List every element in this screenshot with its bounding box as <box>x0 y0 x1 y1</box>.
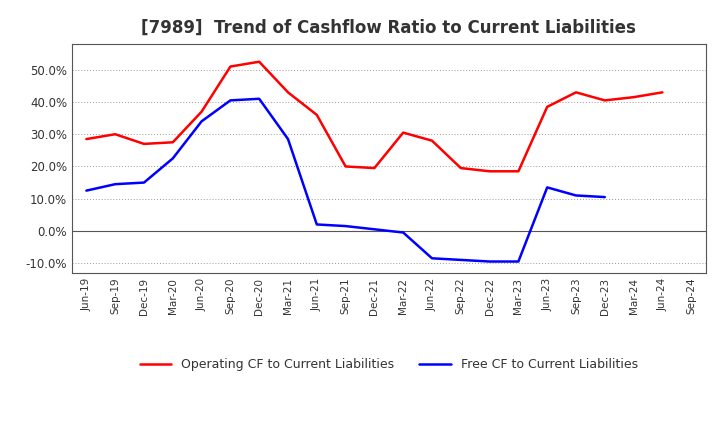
Free CF to Current Liabilities <box>255 96 264 102</box>
Line: Operating CF to Current Liabilities: Operating CF to Current Liabilities <box>86 62 662 171</box>
Operating CF to Current Liabilities <box>514 169 523 174</box>
Operating CF to Current Liabilities <box>428 138 436 143</box>
Operating CF to Current Liabilities <box>456 165 465 171</box>
Operating CF to Current Liabilities <box>370 165 379 171</box>
Operating CF to Current Liabilities <box>226 64 235 69</box>
Operating CF to Current Liabilities <box>658 90 667 95</box>
Operating CF to Current Liabilities <box>197 109 206 114</box>
Operating CF to Current Liabilities <box>341 164 350 169</box>
Free CF to Current Liabilities <box>370 227 379 232</box>
Operating CF to Current Liabilities <box>399 130 408 135</box>
Free CF to Current Liabilities <box>341 224 350 229</box>
Operating CF to Current Liabilities <box>168 139 177 145</box>
Free CF to Current Liabilities <box>284 136 292 142</box>
Operating CF to Current Liabilities <box>111 132 120 137</box>
Free CF to Current Liabilities <box>485 259 494 264</box>
Operating CF to Current Liabilities <box>140 141 148 147</box>
Free CF to Current Liabilities <box>456 257 465 263</box>
Operating CF to Current Liabilities <box>284 90 292 95</box>
Operating CF to Current Liabilities <box>543 104 552 110</box>
Free CF to Current Liabilities <box>312 222 321 227</box>
Operating CF to Current Liabilities <box>82 136 91 142</box>
Free CF to Current Liabilities <box>399 230 408 235</box>
Operating CF to Current Liabilities <box>485 169 494 174</box>
Legend: Operating CF to Current Liabilities, Free CF to Current Liabilities: Operating CF to Current Liabilities, Fre… <box>135 353 643 376</box>
Line: Free CF to Current Liabilities: Free CF to Current Liabilities <box>86 99 605 261</box>
Free CF to Current Liabilities <box>572 193 580 198</box>
Free CF to Current Liabilities <box>226 98 235 103</box>
Operating CF to Current Liabilities <box>600 98 609 103</box>
Operating CF to Current Liabilities <box>629 95 638 100</box>
Free CF to Current Liabilities <box>428 256 436 261</box>
Free CF to Current Liabilities <box>140 180 148 185</box>
Operating CF to Current Liabilities <box>255 59 264 64</box>
Free CF to Current Liabilities <box>111 182 120 187</box>
Free CF to Current Liabilities <box>600 194 609 200</box>
Free CF to Current Liabilities <box>168 156 177 161</box>
Free CF to Current Liabilities <box>543 185 552 190</box>
Title: [7989]  Trend of Cashflow Ratio to Current Liabilities: [7989] Trend of Cashflow Ratio to Curren… <box>141 19 636 37</box>
Free CF to Current Liabilities <box>514 259 523 264</box>
Free CF to Current Liabilities <box>82 188 91 193</box>
Operating CF to Current Liabilities <box>312 112 321 117</box>
Free CF to Current Liabilities <box>197 119 206 124</box>
Operating CF to Current Liabilities <box>572 90 580 95</box>
